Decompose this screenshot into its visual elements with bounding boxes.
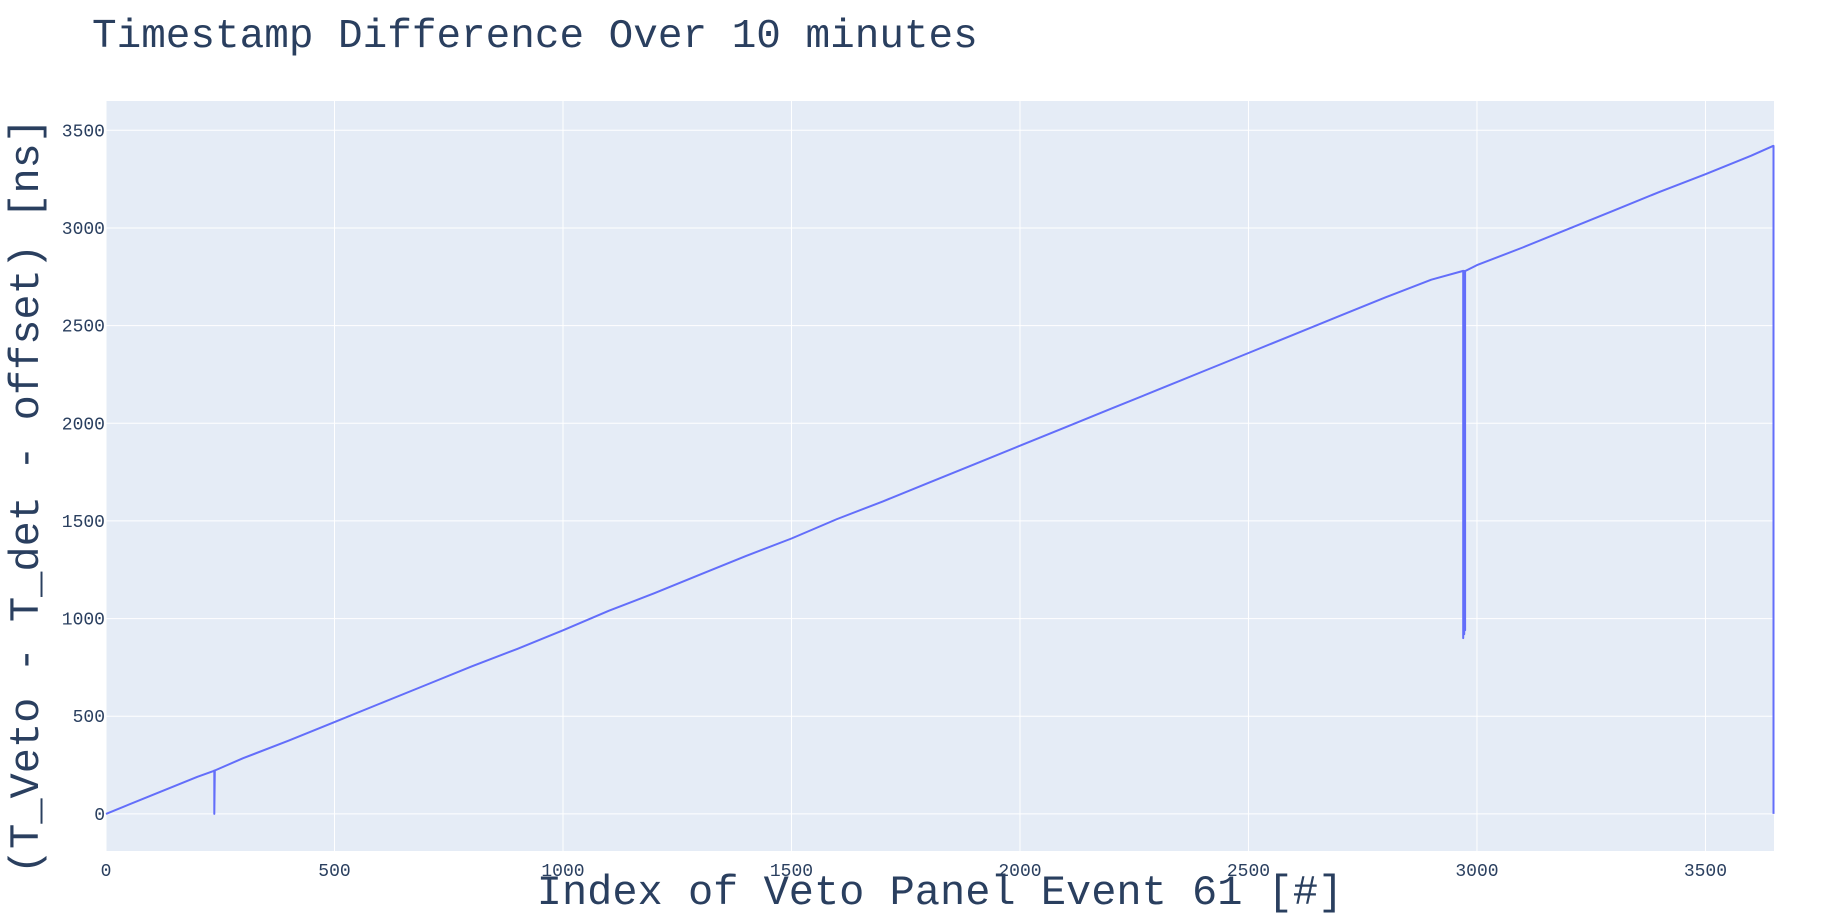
x-tick-label: 3500	[1684, 862, 1727, 882]
x-tick-label: 1000	[541, 862, 584, 882]
x-tick-label: 3000	[1455, 862, 1498, 882]
x-tick-label: 2000	[998, 862, 1041, 882]
series-layer	[105, 144, 1775, 815]
y-tick-label: 3000	[62, 220, 105, 240]
grid-lines	[105, 101, 1774, 851]
series-line-0	[105, 144, 1775, 815]
x-axis-ticks: 0 500 1000 1500 2000 2500 3000 3500	[101, 862, 1727, 882]
y-tick-label: 0	[94, 806, 105, 826]
x-tick-label: 500	[318, 862, 350, 882]
y-axis-title: (T_Veto - T_det - offset) [ns]	[3, 118, 51, 874]
y-tick-label: 2500	[62, 318, 105, 338]
y-tick-label: 1500	[62, 513, 105, 533]
x-tick-label: 1500	[770, 862, 813, 882]
x-tick-label: 2500	[1227, 862, 1270, 882]
y-tick-label: 3500	[62, 122, 105, 142]
y-tick-label: 1000	[62, 611, 105, 631]
x-tick-label: 0	[101, 862, 112, 882]
y-tick-label: 2000	[62, 415, 105, 435]
x-axis-title: Index of Veto Panel Event 61 [#]	[537, 869, 1344, 917]
plot-area	[106, 101, 1774, 851]
y-axis-ticks: 0 500 1000 1500 2000 2500 3000 3500	[62, 122, 105, 826]
chart-title: Timestamp Difference Over 10 minutes	[92, 14, 978, 60]
y-tick-label: 500	[73, 708, 105, 728]
